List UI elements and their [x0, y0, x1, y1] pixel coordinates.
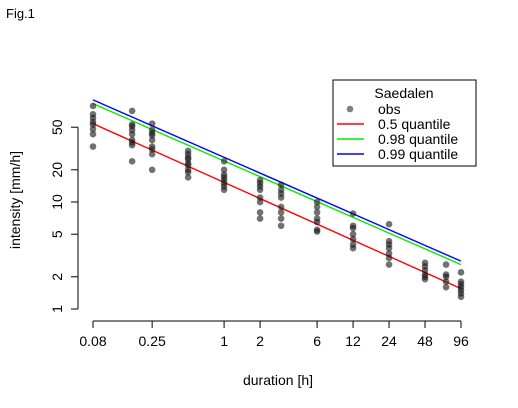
obs-point-1-8 — [128, 158, 136, 165]
obs-point-4-7 — [220, 186, 228, 194]
obs-point-6-4 — [277, 203, 285, 211]
obs-point-0-7 — [89, 143, 97, 150]
obs-point-0-0 — [89, 102, 97, 110]
obs-point-11-3 — [442, 278, 450, 285]
y-tick-label: 20 — [49, 162, 65, 178]
obs-point-9-3 — [385, 244, 393, 252]
legend-label: 0.99 quantile — [378, 146, 458, 162]
obs-point-7-4 — [313, 218, 321, 226]
y-tick-label: 50 — [49, 119, 65, 135]
obs-point-10-5 — [421, 275, 429, 283]
obs-point-1-0 — [128, 107, 136, 115]
obs-point-9-6 — [385, 261, 393, 268]
obs-point-7-1 — [313, 203, 321, 211]
y-tick-label: 1 — [49, 305, 65, 313]
obs-point-3-7 — [184, 168, 192, 176]
x-axis: 0.08 0.25 1 2 6 12 24 48 96 — [79, 320, 469, 349]
x-tick-label: 0.25 — [139, 333, 166, 349]
obs-point-4-1 — [220, 166, 228, 174]
legend-label: 0.5 quantile — [378, 116, 451, 132]
obs-point-2-4 — [148, 136, 156, 144]
obs-point-6-0 — [277, 181, 285, 189]
y-axis: 1 2 5 10 20 50 — [49, 119, 79, 313]
observation-points — [89, 102, 465, 301]
quantile-line-2 — [92, 99, 462, 262]
x-tick-label: 6 — [313, 333, 321, 349]
obs-point-4-0 — [220, 158, 228, 165]
obs-point-3-8 — [184, 174, 192, 181]
x-axis-label: duration [h] — [243, 372, 313, 388]
x-tick-label: 24 — [381, 333, 397, 349]
obs-point-6-3 — [277, 194, 285, 201]
obs-point-6-6 — [277, 215, 285, 222]
obs-point-9-5 — [385, 254, 393, 262]
legend-box — [332, 79, 477, 167]
obs-point-2-7 — [148, 150, 156, 158]
y-tick-label: 5 — [49, 230, 65, 238]
obs-point-1-4 — [128, 130, 136, 138]
obs-point-8-0 — [349, 210, 357, 217]
obs-point-6-7 — [277, 222, 285, 230]
obs-point-5-6 — [256, 209, 264, 216]
obs-point-8-3 — [349, 230, 357, 238]
obs-point-11-2 — [442, 273, 450, 281]
obs-point-0-4 — [89, 121, 97, 128]
x-tick-label: 1 — [220, 333, 228, 349]
x-tick-label: 0.08 — [79, 333, 106, 349]
y-tick-label: 2 — [49, 273, 65, 281]
obs-point-7-6 — [313, 228, 321, 235]
obs-point-9-0 — [385, 220, 393, 228]
y-axis-label: intensity [mm/h] — [7, 151, 23, 249]
obs-point-5-5 — [256, 198, 264, 206]
figure-label: Fig.1 — [6, 6, 35, 21]
x-tick-label: 96 — [453, 333, 469, 349]
obs-point-2-8 — [148, 166, 156, 174]
obs-point-5-7 — [256, 215, 264, 222]
legend-symbol-0 — [346, 105, 354, 113]
obs-point-5-3 — [256, 186, 264, 194]
obs-point-12-0 — [457, 269, 465, 276]
obs-point-2-3 — [148, 132, 156, 139]
x-tick-label: 2 — [256, 333, 264, 349]
obs-point-8-4 — [349, 235, 357, 243]
obs-point-12-6 — [457, 293, 465, 301]
obs-point-7-0 — [313, 198, 321, 206]
legend-title: Saedalen — [374, 85, 433, 101]
obs-point-1-7 — [128, 141, 136, 149]
obs-point-8-2 — [349, 224, 357, 232]
x-tick-label: 48 — [417, 333, 433, 349]
legend-label: 0.98 quantile — [378, 131, 458, 147]
obs-point-2-0 — [148, 120, 156, 127]
obs-point-6-5 — [277, 209, 285, 216]
obs-point-0-5 — [89, 125, 97, 133]
x-tick-label: 12 — [345, 333, 361, 349]
obs-point-2-6 — [148, 146, 156, 153]
y-tick-label: 10 — [49, 194, 65, 210]
obs-point-11-4 — [442, 283, 450, 291]
obs-point-8-6 — [349, 244, 357, 252]
legend-label: obs — [378, 101, 401, 117]
obs-point-0-6 — [89, 130, 97, 138]
obs-point-11-0 — [442, 261, 450, 268]
obs-point-7-2 — [313, 209, 321, 216]
